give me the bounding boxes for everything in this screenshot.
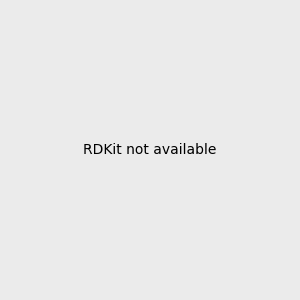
Text: RDKit not available: RDKit not available bbox=[83, 143, 217, 157]
